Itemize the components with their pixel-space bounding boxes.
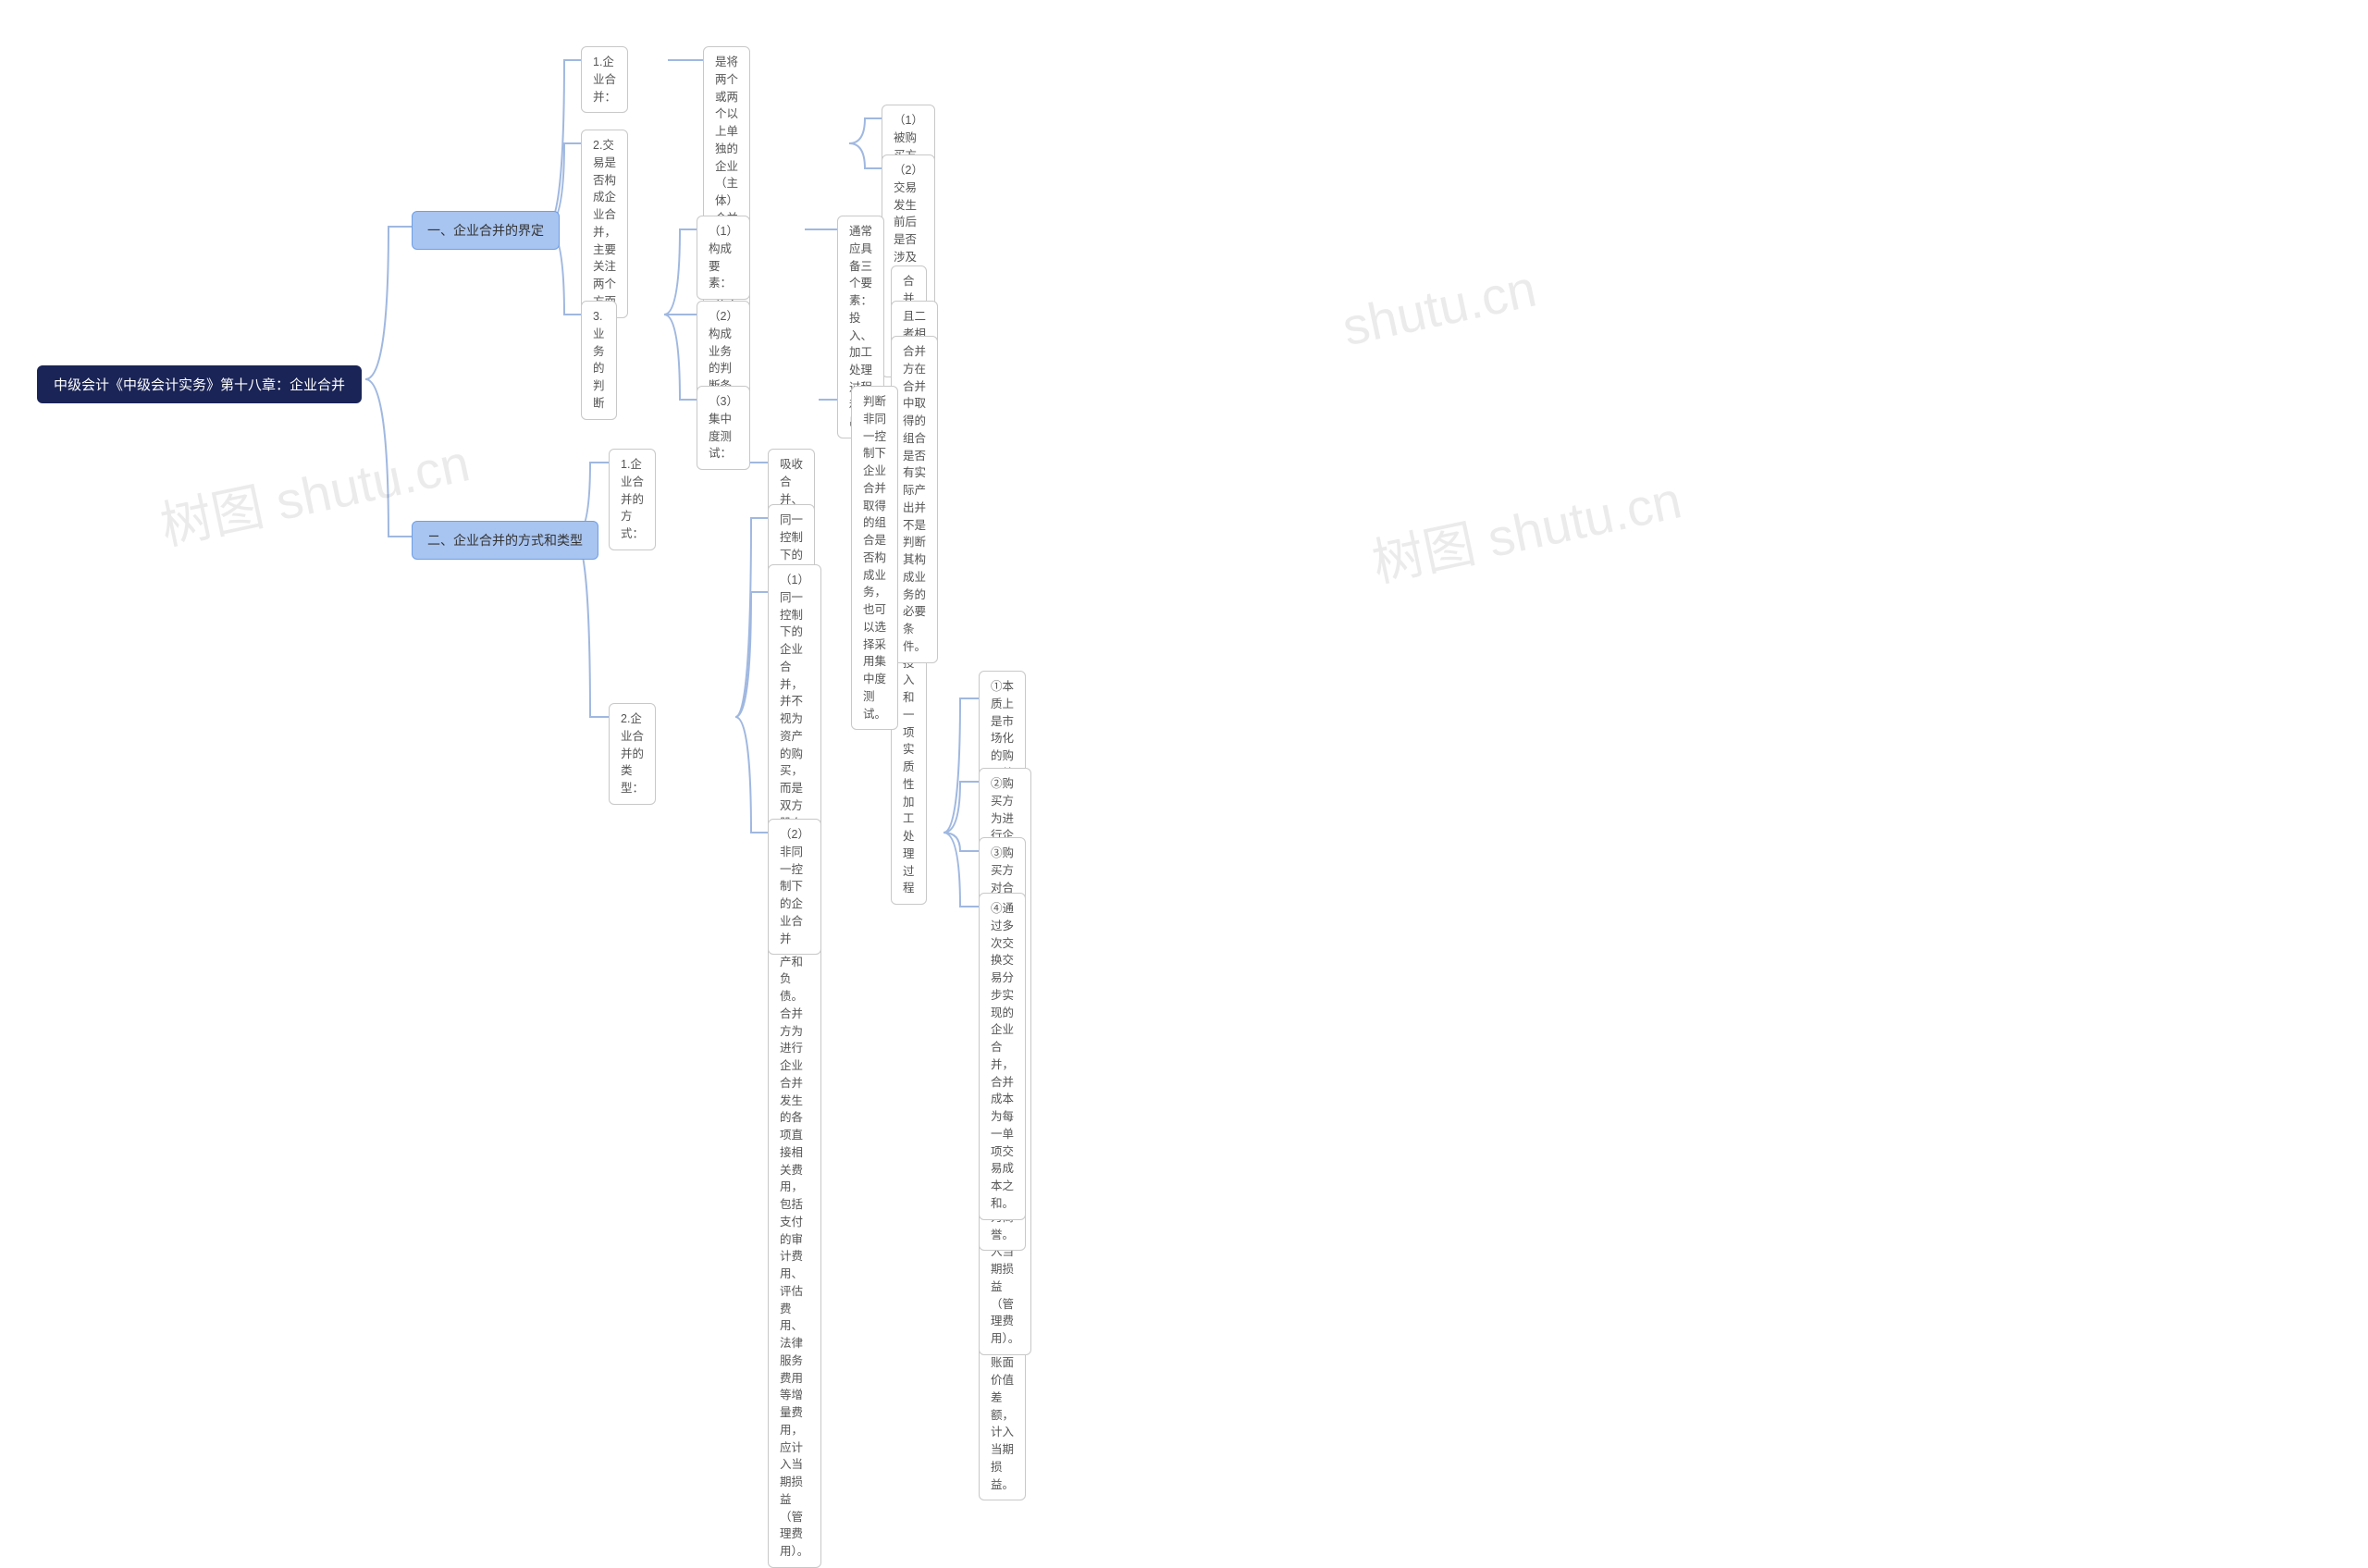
section1-node[interactable]: 一、企业合并的界定 bbox=[412, 211, 560, 250]
section2-node[interactable]: 二、企业合并的方式和类型 bbox=[412, 521, 598, 560]
s1-item3-sub1-label[interactable]: （1）构成要素： bbox=[697, 216, 750, 300]
s2-item2-sub3-label[interactable]: （2）非同一控制下的企业合并 bbox=[768, 819, 821, 955]
s1-item3-sub3-label[interactable]: （3）集中度测试： bbox=[697, 386, 750, 470]
s1-item2-label[interactable]: 2.交易是否构成企业合并，主要关注两个方面 bbox=[581, 130, 628, 318]
watermark-2: shutu.cn bbox=[1338, 258, 1542, 358]
s1-item3-label[interactable]: 3.业务的判断 bbox=[581, 301, 617, 420]
s2-item1-label[interactable]: 1.企业合并的方式： bbox=[609, 449, 656, 550]
s1-item3-sub3-content: 判断非同一控制下企业合并取得的组合是否构成业务，也可以选择采用集中度测试。 bbox=[851, 386, 898, 730]
s1-item1-label[interactable]: 1.企业合并： bbox=[581, 46, 628, 113]
watermark-3: 树图 shutu.cn bbox=[1364, 459, 1687, 598]
s2-item2-sub3-c4: ④通过多次交换交易分步实现的企业合并，合并成本为每一单项交易成本之和。 bbox=[979, 893, 1026, 1220]
root-node[interactable]: 中级会计《中级会计实务》第十八章：企业合并 bbox=[37, 365, 362, 403]
s2-item2-sub2: （1）同一控制下的企业合并，并不视为资产的购买，而是双方股东之间的权益结合，不产… bbox=[768, 564, 821, 1568]
connectors-svg bbox=[0, 0, 2368, 1051]
s2-item2-label[interactable]: 2.企业合并的类型： bbox=[609, 703, 656, 805]
